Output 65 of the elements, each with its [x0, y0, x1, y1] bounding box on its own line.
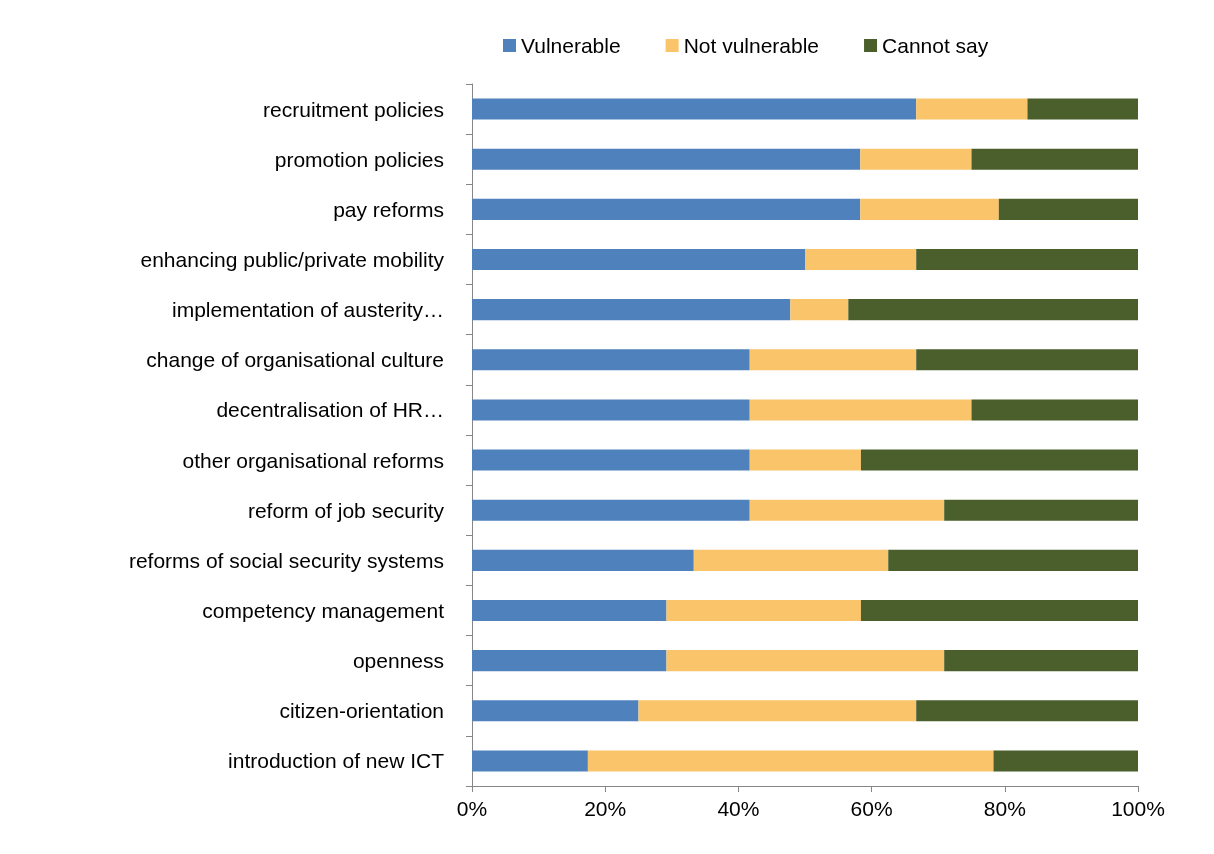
x-tick-label: 20% — [584, 797, 627, 820]
bar — [916, 700, 1138, 722]
y-tick-label: reform of job security — [247, 498, 445, 522]
legend-label: Not vulnerable — [683, 34, 820, 57]
legend-label: Cannot say — [882, 34, 989, 57]
bar — [472, 449, 750, 471]
bar — [888, 549, 1138, 571]
y-tick-label: implementation of austerity… — [172, 298, 444, 322]
bar — [472, 700, 639, 722]
y-tick-label: citizen-orientation — [279, 699, 444, 723]
bar — [916, 248, 1138, 271]
bar — [916, 349, 1138, 371]
bar — [666, 599, 861, 622]
x-tick-label: 100% — [1111, 797, 1165, 820]
bar — [472, 98, 917, 120]
y-tick-label: decentralisation of HR… — [216, 398, 444, 422]
bar — [666, 650, 945, 672]
y-tick-label: recruitment policies — [263, 97, 444, 121]
y-tick-label: openness — [352, 649, 444, 673]
x-tick-label: 60% — [850, 797, 893, 820]
bar — [998, 198, 1138, 220]
bar — [971, 148, 1138, 170]
y-tick-label: change of organisational culture — [146, 348, 444, 372]
y-tick-label: other organisational reforms — [182, 448, 444, 472]
bar — [848, 299, 1138, 321]
x-tick-label: 0% — [456, 797, 488, 820]
bar — [472, 399, 750, 421]
y-tick-label: enhancing public/private mobility — [140, 248, 445, 271]
x-tick-label: 40% — [717, 797, 760, 820]
bar — [472, 248, 805, 271]
bar — [971, 399, 1138, 421]
x-tick-label: 80% — [983, 797, 1026, 820]
bar — [638, 700, 917, 722]
bar — [944, 650, 1138, 672]
y-tick-label: promotion policies — [274, 147, 444, 171]
bar — [860, 449, 1138, 471]
bar — [749, 499, 945, 521]
bar — [916, 98, 1028, 120]
y-tick-label: reforms of social security systems — [128, 548, 444, 572]
bar — [472, 549, 694, 571]
bar — [993, 750, 1138, 772]
bar — [472, 599, 667, 622]
y-tick-label: pay reforms — [333, 197, 444, 221]
bar — [472, 148, 861, 170]
bar — [472, 198, 861, 220]
y-tick-label: introduction of new ICT — [228, 749, 445, 773]
bar — [805, 248, 917, 271]
y-tick-label: competency management — [202, 599, 445, 622]
bar — [860, 198, 999, 220]
bar — [860, 599, 1138, 622]
legend-label: Vulnerable — [521, 34, 621, 57]
bar — [587, 750, 994, 772]
bar — [472, 349, 750, 371]
bar — [1027, 98, 1138, 120]
bar — [860, 148, 972, 170]
bar — [472, 650, 667, 672]
bar — [472, 299, 791, 321]
bar — [472, 499, 750, 521]
bar — [472, 750, 588, 772]
bar — [749, 399, 972, 421]
bar — [749, 349, 917, 371]
bar — [749, 449, 861, 471]
bar — [790, 299, 849, 321]
bar — [944, 499, 1138, 521]
bar — [693, 549, 889, 571]
